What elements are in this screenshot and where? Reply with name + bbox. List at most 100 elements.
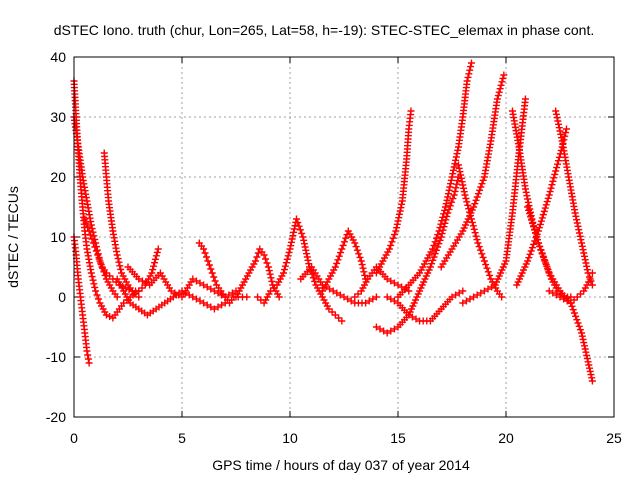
data-point [465, 205, 473, 213]
data-point [457, 171, 465, 179]
data-point [454, 146, 462, 154]
data-point [117, 265, 125, 273]
series-sat-w [524, 203, 596, 385]
data-point [539, 252, 547, 260]
data-point [466, 295, 474, 303]
data-point [484, 268, 492, 276]
data-point [331, 263, 339, 271]
data-point [530, 226, 538, 234]
series-sat-p [394, 59, 475, 301]
data-point [535, 224, 543, 232]
data-point [89, 276, 97, 284]
data-point [189, 275, 197, 283]
data-point [335, 252, 343, 260]
data-point [405, 311, 413, 319]
data-point [333, 259, 341, 267]
data-point [588, 377, 596, 385]
data-point [496, 85, 504, 93]
data-point [200, 281, 208, 289]
data-point [210, 273, 218, 281]
data-point [89, 239, 97, 247]
data-point [539, 211, 547, 219]
data-point [530, 240, 538, 248]
y-tick-label: 20 [50, 169, 66, 185]
y-tick-label: 30 [50, 109, 66, 125]
data-point [84, 351, 92, 359]
data-point [548, 181, 556, 189]
data-point [389, 234, 397, 242]
data-point [351, 239, 359, 247]
data-point [471, 229, 479, 237]
data-point [477, 289, 485, 297]
data-point [444, 190, 452, 198]
data-point [454, 177, 462, 185]
data-point [575, 226, 583, 234]
data-point [202, 253, 210, 261]
data-point [461, 191, 469, 199]
data-point [205, 261, 213, 269]
data-point [383, 275, 391, 283]
data-point [449, 195, 457, 203]
data-point [200, 245, 208, 253]
data-point [97, 259, 105, 267]
data-point [554, 160, 562, 168]
data-point [151, 255, 159, 263]
data-point [369, 295, 377, 303]
data-point [575, 229, 583, 237]
data-point [538, 214, 546, 222]
data-point [116, 262, 124, 270]
data-point [340, 238, 348, 246]
data-point [390, 297, 398, 305]
data-point [553, 114, 561, 122]
data-point [347, 297, 355, 305]
data-point [432, 246, 440, 254]
data-point [588, 269, 596, 277]
data-point [87, 269, 95, 277]
data-point [568, 302, 576, 310]
data-point [466, 66, 474, 74]
data-point [283, 255, 291, 263]
data-point [587, 371, 595, 379]
data-point [81, 215, 89, 223]
data-point [430, 253, 438, 261]
data-point [265, 267, 273, 275]
series-sat-s [437, 71, 508, 271]
data-point [557, 130, 565, 138]
data-point [480, 257, 488, 265]
data-point [207, 265, 215, 273]
data-point [135, 275, 143, 283]
data-point [578, 329, 586, 337]
data-point [473, 291, 481, 299]
data-point [549, 289, 557, 297]
data-point [452, 156, 460, 164]
data-point [437, 220, 445, 228]
y-tick-label: 40 [50, 49, 66, 65]
data-point [536, 220, 544, 228]
series-sat-y [545, 269, 596, 307]
data-point [525, 254, 533, 262]
data-point [385, 245, 393, 253]
data-point [218, 291, 226, 299]
data-point [303, 253, 311, 261]
data-point [583, 351, 591, 359]
data-point [372, 293, 380, 301]
data-point [443, 196, 451, 204]
data-point [446, 183, 454, 191]
data-point [452, 153, 460, 161]
data-point [582, 259, 590, 267]
data-point [90, 280, 98, 288]
data-point [545, 287, 553, 295]
data-point [460, 188, 468, 196]
data-point [431, 238, 439, 246]
data-point [360, 268, 368, 276]
data-point [536, 242, 544, 250]
data-point [570, 309, 578, 317]
data-point [464, 73, 472, 81]
data-point [449, 166, 457, 174]
data-point [396, 207, 404, 215]
data-point [576, 326, 584, 334]
data-point [446, 202, 454, 210]
data-point [214, 303, 222, 311]
data-point [357, 257, 365, 265]
x-tick-label: 10 [282, 430, 298, 446]
